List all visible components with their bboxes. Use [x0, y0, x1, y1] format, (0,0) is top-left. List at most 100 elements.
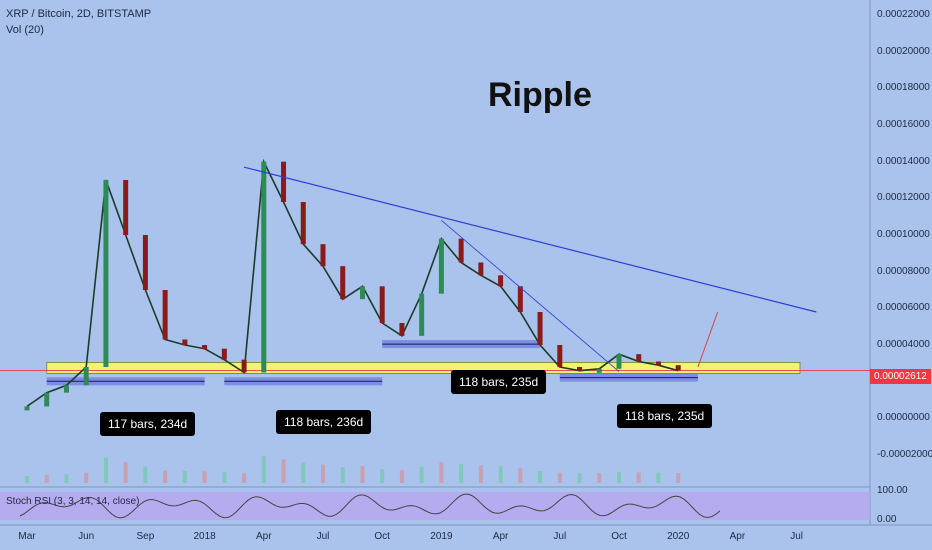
volume-bar [202, 471, 207, 483]
bars-annotation: 118 bars, 235d [617, 404, 713, 428]
time-tick-label: Jun [78, 531, 95, 542]
candle [419, 293, 425, 336]
candle [458, 238, 464, 263]
projection-arrow [697, 311, 719, 368]
rsi-tick-label: 0.00 [877, 514, 897, 525]
candle [261, 161, 267, 373]
current-price-badge: 0.00002612 [870, 369, 931, 384]
volume-bar [64, 474, 69, 483]
time-tick-label: Sep [136, 531, 155, 542]
time-tick-label: Jul [790, 531, 803, 542]
candle [182, 339, 188, 345]
time-tick-label: 2020 [667, 531, 690, 542]
price-tick-label: 0.00016000 [877, 119, 930, 130]
volume-bar [301, 462, 306, 483]
time-tick-label: Oct [374, 531, 390, 542]
candle [162, 290, 168, 340]
time-tick-label: 2018 [193, 531, 216, 542]
candle [655, 361, 661, 366]
price-tick-label: 0.00004000 [877, 339, 930, 350]
candle [399, 323, 405, 336]
bars-annotation: 117 bars, 234d [100, 412, 196, 436]
candle [537, 312, 543, 345]
candle [241, 359, 247, 373]
candle [281, 161, 287, 202]
candle [517, 286, 523, 312]
candle [675, 365, 681, 371]
support-zone-layer [0, 362, 870, 374]
volume-bar [419, 466, 424, 483]
volume-bar [321, 464, 325, 483]
candle [438, 238, 444, 294]
volume-bar [498, 466, 503, 483]
time-tick-label: Jul [553, 531, 567, 542]
volume-bar [518, 468, 523, 483]
candle [300, 202, 306, 245]
time-tick-label: Oct [611, 531, 627, 542]
volume-bar [163, 470, 168, 483]
bars-annotation: 118 bars, 235d [451, 370, 547, 394]
candle [478, 262, 484, 276]
candle [320, 244, 326, 267]
price-tick-label: 0.00012000 [877, 192, 930, 204]
stoch-rsi-layer [0, 486, 870, 520]
price-tick-label: 0.00000000 [877, 412, 930, 424]
volume-bar [636, 472, 641, 483]
time-tick-label: 2019 [430, 531, 453, 542]
descending-trendline [243, 166, 817, 313]
volume-bar [360, 466, 365, 483]
candle [83, 367, 89, 386]
rsi-tick-label: 100.00 [877, 485, 908, 496]
candle [498, 275, 504, 287]
candle [340, 266, 346, 300]
volume-bar [340, 467, 345, 483]
price-tick-label: -0.00002000 [877, 449, 932, 460]
time-tick-label: Apr [729, 531, 746, 542]
time-tick-label: Mar [18, 531, 36, 542]
volume-bar [44, 474, 49, 483]
candle [44, 392, 50, 407]
chart-annotation-title: Ripple [488, 76, 592, 114]
volume-bar [676, 473, 681, 483]
candle [63, 385, 69, 393]
time-tick-label: Apr [492, 531, 509, 542]
price-tick-label: 0.00008000 [877, 265, 930, 277]
volume-bar [222, 472, 227, 483]
volume-bar [261, 456, 266, 483]
volume-bar [182, 471, 187, 483]
volume-bar [478, 465, 483, 483]
time-tick-label: Jul [316, 531, 330, 542]
volume-bar [25, 476, 29, 483]
price-tick-label: 0.00010000 [877, 229, 930, 240]
price-tick-label: 0.00006000 [877, 302, 930, 314]
stoch-rsi-label: Stoch RSI (3, 3, 14, 14, close) [6, 496, 140, 507]
candle [616, 354, 622, 369]
candles-layer [24, 158, 681, 411]
volume-bar [84, 472, 89, 483]
volume-bar [281, 459, 286, 483]
volume-indicator-label: Vol (20) [6, 24, 44, 36]
price-tick-label: 0.00022000 [877, 9, 930, 20]
candle [221, 348, 227, 360]
volume-layer [25, 456, 681, 483]
candle [24, 406, 30, 411]
candle [123, 180, 129, 235]
volume-bar [656, 472, 661, 483]
volume-bar [577, 473, 582, 483]
candle [557, 345, 563, 367]
candle [103, 180, 109, 367]
candle [142, 235, 148, 290]
measure-box-layer [46, 340, 698, 386]
candle [359, 286, 365, 300]
time-tick-label: Apr [256, 531, 272, 542]
price-tick-label: 0.00014000 [877, 155, 930, 167]
bars-annotation: 118 bars, 236d [276, 410, 372, 434]
rsi-line [19, 493, 721, 519]
inner-trendline [441, 220, 620, 372]
volume-bar [143, 466, 148, 483]
price-series-line [26, 158, 679, 408]
candle [379, 286, 385, 323]
volume-bar [399, 470, 404, 483]
